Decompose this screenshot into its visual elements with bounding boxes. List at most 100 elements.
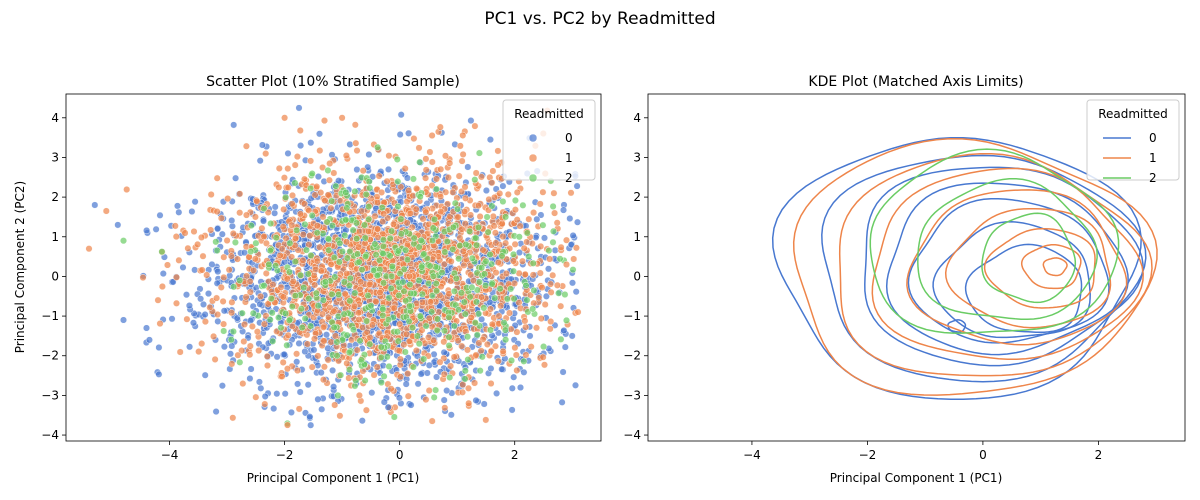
scatter-point-1 bbox=[436, 358, 444, 366]
scatter-point-1 bbox=[366, 272, 374, 280]
scatter-point-1 bbox=[228, 298, 236, 306]
scatter-point-1 bbox=[283, 275, 291, 283]
scatter-point-2 bbox=[282, 193, 290, 201]
scatter-point-2 bbox=[361, 377, 369, 385]
scatter-point-0 bbox=[573, 218, 582, 226]
scatter-point-1 bbox=[206, 303, 214, 311]
scatter-point-1 bbox=[405, 186, 413, 195]
scatter-point-1 bbox=[242, 142, 250, 150]
scatter-point-0 bbox=[281, 390, 289, 398]
scatter-point-1 bbox=[370, 371, 378, 379]
scatter-point-1 bbox=[520, 244, 528, 252]
scatter-point-1 bbox=[525, 215, 533, 223]
scatter-point-2 bbox=[249, 309, 257, 317]
scatter-point-1 bbox=[418, 298, 426, 306]
scatter-point-2 bbox=[346, 297, 354, 305]
scatter-point-2 bbox=[415, 243, 423, 251]
scatter-point-2 bbox=[475, 278, 484, 286]
scatter-point-1 bbox=[373, 363, 381, 371]
scatter-point-1 bbox=[410, 135, 418, 143]
scatter-point-1 bbox=[253, 197, 261, 205]
scatter-point-1 bbox=[396, 355, 404, 363]
scatter-point-1 bbox=[359, 167, 367, 175]
kde-contour-1 bbox=[983, 227, 1096, 309]
scatter-point-0 bbox=[297, 142, 305, 150]
scatter-point-0 bbox=[346, 140, 354, 148]
legend-label-2: 2 bbox=[1149, 171, 1157, 185]
scatter-point-2 bbox=[379, 236, 387, 244]
scatter-point-1 bbox=[529, 271, 537, 279]
scatter-point-2 bbox=[418, 290, 426, 298]
x-tick-label: −2 bbox=[276, 448, 294, 462]
scatter-point-2 bbox=[401, 348, 409, 356]
scatter-point-2 bbox=[498, 252, 506, 260]
scatter-point-2 bbox=[481, 281, 490, 290]
scatter-point-0 bbox=[423, 369, 431, 377]
scatter-point-2 bbox=[523, 296, 531, 304]
scatter-point-2 bbox=[387, 284, 395, 292]
scatter-point-1 bbox=[447, 362, 455, 370]
scatter-point-2 bbox=[301, 314, 309, 323]
scatter-point-2 bbox=[424, 279, 433, 288]
scatter-point-2 bbox=[523, 229, 531, 237]
scatter-point-2 bbox=[455, 306, 463, 314]
scatter-point-0 bbox=[214, 268, 222, 276]
scatter-point-1 bbox=[158, 282, 166, 291]
scatter-point-0 bbox=[220, 343, 228, 351]
scatter-point-0 bbox=[482, 186, 490, 195]
scatter-point-1 bbox=[255, 347, 263, 355]
scatter-point-0 bbox=[189, 319, 198, 327]
scatter-point-2 bbox=[272, 234, 280, 242]
scatter-point-1 bbox=[547, 288, 555, 296]
scatter-point-1 bbox=[260, 320, 268, 328]
scatter-point-1 bbox=[319, 376, 328, 384]
scatter-point-1 bbox=[207, 190, 215, 199]
scatter-point-2 bbox=[420, 250, 428, 258]
kde-contour-1 bbox=[838, 152, 1153, 377]
scatter-point-2 bbox=[445, 342, 453, 350]
scatter-point-1 bbox=[396, 373, 404, 381]
scatter-point-2 bbox=[288, 303, 296, 311]
scatter-point-2 bbox=[416, 158, 424, 166]
scatter-point-0 bbox=[197, 295, 205, 303]
scatter-point-1 bbox=[350, 302, 359, 310]
kde-contour-2 bbox=[869, 148, 1120, 334]
scatter-point-1 bbox=[195, 348, 203, 356]
scatter-point-0 bbox=[561, 343, 569, 351]
scatter-point-2 bbox=[428, 236, 437, 245]
scatter-point-1 bbox=[538, 283, 546, 292]
scatter-point-1 bbox=[320, 363, 328, 371]
scatter-point-2 bbox=[426, 262, 434, 270]
y-tick-label: −3 bbox=[623, 388, 641, 402]
scatter-point-1 bbox=[512, 351, 520, 359]
scatter-point-0 bbox=[168, 315, 176, 323]
legend-label-0: 0 bbox=[1149, 131, 1157, 145]
scatter-point-2 bbox=[478, 264, 486, 272]
scatter-point-1 bbox=[527, 343, 535, 351]
scatter-point-1 bbox=[355, 243, 363, 251]
scatter-point-1 bbox=[362, 406, 370, 414]
scatter-point-1 bbox=[455, 172, 463, 180]
scatter-point-1 bbox=[532, 324, 541, 332]
scatter-point-1 bbox=[284, 331, 292, 339]
scatter-point-2 bbox=[346, 274, 354, 282]
scatter-point-2 bbox=[324, 166, 332, 174]
scatter-point-2 bbox=[464, 356, 472, 364]
scatter-point-1 bbox=[248, 322, 256, 330]
scatter-point-2 bbox=[230, 283, 238, 291]
y-tick-label: −2 bbox=[41, 349, 59, 363]
scatter-point-2 bbox=[420, 355, 428, 363]
scatter-point-2 bbox=[388, 227, 396, 235]
scatter-point-2 bbox=[556, 255, 564, 263]
scatter-point-1 bbox=[422, 174, 430, 182]
scatter-point-1 bbox=[203, 271, 211, 279]
scatter-point-1 bbox=[465, 399, 473, 407]
scatter-point-1 bbox=[198, 266, 206, 274]
scatter-point-1 bbox=[456, 142, 464, 150]
scatter-point-2 bbox=[478, 353, 486, 361]
scatter-point-1 bbox=[375, 172, 383, 180]
scatter-point-1 bbox=[242, 293, 250, 301]
scatter-point-2 bbox=[432, 279, 440, 288]
scatter-point-1 bbox=[172, 233, 180, 241]
